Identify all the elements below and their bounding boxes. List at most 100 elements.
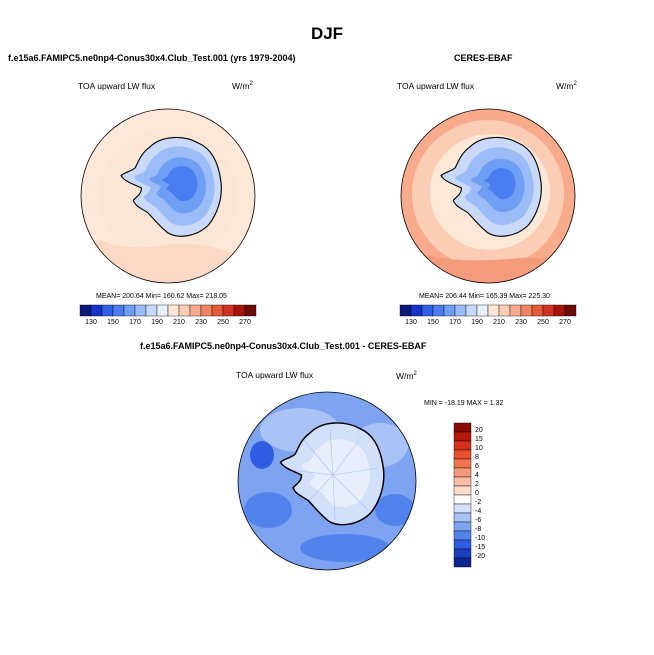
- model-colorbar-box: [244, 304, 257, 317]
- model-colorbar-box: [156, 304, 169, 317]
- obs-colorbar-box: [443, 304, 456, 317]
- model-stats-text: MEAN= 200.64 Min= 160.62 Max= 218.05: [96, 293, 227, 300]
- diff-colorbar-box: [453, 512, 472, 523]
- obs-colorbar-box: [487, 304, 500, 317]
- diff-colorbar-tick: 15: [475, 436, 483, 443]
- diff-colorbar-tick: 8: [475, 454, 479, 461]
- diff-stats-text: MIN = -18.19 MAX = 1.32: [424, 400, 504, 407]
- diff-colorbar-box: [453, 548, 472, 559]
- obs-colorbar-tick: 150: [427, 319, 439, 326]
- diff-colorbar-box: [453, 476, 472, 487]
- diff-colorbar-box: [453, 422, 472, 433]
- obs-colorbar-tick: 170: [449, 319, 461, 326]
- obs-colorbar-box: [399, 304, 412, 317]
- model-variable-label: TOA upward LW flux: [78, 81, 156, 91]
- model-colorbar-tick: 250: [217, 319, 229, 326]
- diff-colorbar-tick: 10: [475, 445, 483, 452]
- diff-colorbar-tick: 6: [475, 463, 479, 470]
- model-colorbar-box: [222, 304, 235, 317]
- diff-colorbar-tick: -6: [475, 517, 482, 524]
- obs-colorbar-box: [564, 304, 577, 317]
- obs-units-label: W/m2: [556, 81, 577, 91]
- diff-colorbar-tick: -4: [475, 508, 482, 515]
- diff-dark-patch-4: [250, 441, 274, 469]
- obs-colorbar-box: [553, 304, 566, 317]
- model-colorbar-box: [112, 304, 125, 317]
- model-colorbar-box: [167, 304, 180, 317]
- obs-variable-label: TOA upward LW flux: [397, 81, 475, 91]
- diff-radial-streaks: [289, 427, 379, 521]
- diff-dark-patch-1: [244, 492, 292, 528]
- obs-colorbar-box: [465, 304, 478, 317]
- model-colorbar-box: [134, 304, 147, 317]
- diff-colorbar-box: [453, 503, 472, 514]
- model-colorbar-box: [145, 304, 158, 317]
- model-units-label: W/m2: [232, 81, 253, 91]
- model-colorbar-tick: 170: [129, 319, 141, 326]
- obs-colorbar-box: [410, 304, 423, 317]
- diff-colorbar-box: [453, 494, 472, 505]
- obs-map: [400, 108, 576, 284]
- diff-map-border: [237, 391, 417, 571]
- obs-colorbar-tick: 190: [471, 319, 483, 326]
- obs-stats-text: MEAN= 206.44 Min= 165.39 Max= 225.30: [419, 293, 550, 300]
- model-colorbar: [79, 304, 257, 317]
- obs-colorbar-tick: 210: [493, 319, 505, 326]
- diff-colorbar-tick: -20: [475, 553, 486, 560]
- model-map: [80, 108, 256, 284]
- obs-colorbar-box: [542, 304, 555, 317]
- model-colorbar-tick: 190: [151, 319, 163, 326]
- diff-colorbar: [453, 422, 472, 568]
- diff-colorbar-box: [453, 458, 472, 469]
- obs-colorbar: [399, 304, 577, 317]
- diff-colorbar-box: [453, 557, 472, 568]
- diff-colorbar-tick: -8: [475, 526, 482, 533]
- model-colorbar-box: [189, 304, 202, 317]
- diff-colorbar-tick: 0: [475, 490, 479, 497]
- obs-panel-title: CERES-EBAF: [454, 53, 513, 63]
- diff-variable-label: TOA upward LW flux: [236, 370, 314, 380]
- model-colorbar-tick: 150: [107, 319, 119, 326]
- model-colorbar-tick: 130: [85, 319, 97, 326]
- diff-colorbar-tick: -2: [475, 499, 482, 506]
- diff-colorbar-tick: -15: [475, 544, 486, 551]
- model-colorbar-box: [101, 304, 114, 317]
- diff-colorbar-box: [453, 485, 472, 496]
- diff-colorbar-box: [453, 539, 472, 550]
- obs-colorbar-box: [476, 304, 489, 317]
- diff-colorbar-box: [453, 521, 472, 532]
- obs-colorbar-box: [421, 304, 434, 317]
- obs-colorbar-box: [432, 304, 445, 317]
- obs-colorbar-box: [531, 304, 544, 317]
- diff-colorbar-box: [453, 530, 472, 541]
- diff-colorbar-box: [453, 440, 472, 451]
- diff-colorbar-box: [453, 467, 472, 478]
- diff-colorbar-tick: 4: [475, 472, 479, 479]
- model-map-border: [80, 108, 256, 284]
- season-title: DJF: [310, 24, 344, 43]
- model-colorbar-box: [211, 304, 224, 317]
- obs-colorbar-box: [454, 304, 467, 317]
- obs-colorbar-tick: 230: [515, 319, 527, 326]
- diff-dark-patch-3: [375, 494, 415, 526]
- model-colorbar-box: [79, 304, 92, 317]
- model-colorbar-tick: 270: [239, 319, 251, 326]
- model-colorbar-box: [90, 304, 103, 317]
- diff-colorbar-tick: 20: [475, 427, 483, 434]
- diff-colorbar-tick: 2: [475, 481, 479, 488]
- model-panel-title: f.e15a6.FAMIPC5.ne0np4-Conus30x4.Club_Te…: [8, 53, 296, 63]
- obs-colorbar-box: [509, 304, 522, 317]
- diff-colorbar-box: [453, 431, 472, 442]
- obs-colorbar-tick: 270: [559, 319, 571, 326]
- diff-map: [237, 391, 417, 571]
- obs-colorbar-tick: 250: [537, 319, 549, 326]
- diff-dark-patch-2: [300, 534, 390, 562]
- obs-colorbar-box: [498, 304, 511, 317]
- obs-colorbar-tick: 130: [405, 319, 417, 326]
- model-colorbar-box: [200, 304, 213, 317]
- model-colorbar-box: [123, 304, 136, 317]
- obs-colorbar-box: [520, 304, 533, 317]
- diff-colorbar-box: [453, 449, 472, 460]
- diff-colorbar-tick: -10: [475, 535, 486, 542]
